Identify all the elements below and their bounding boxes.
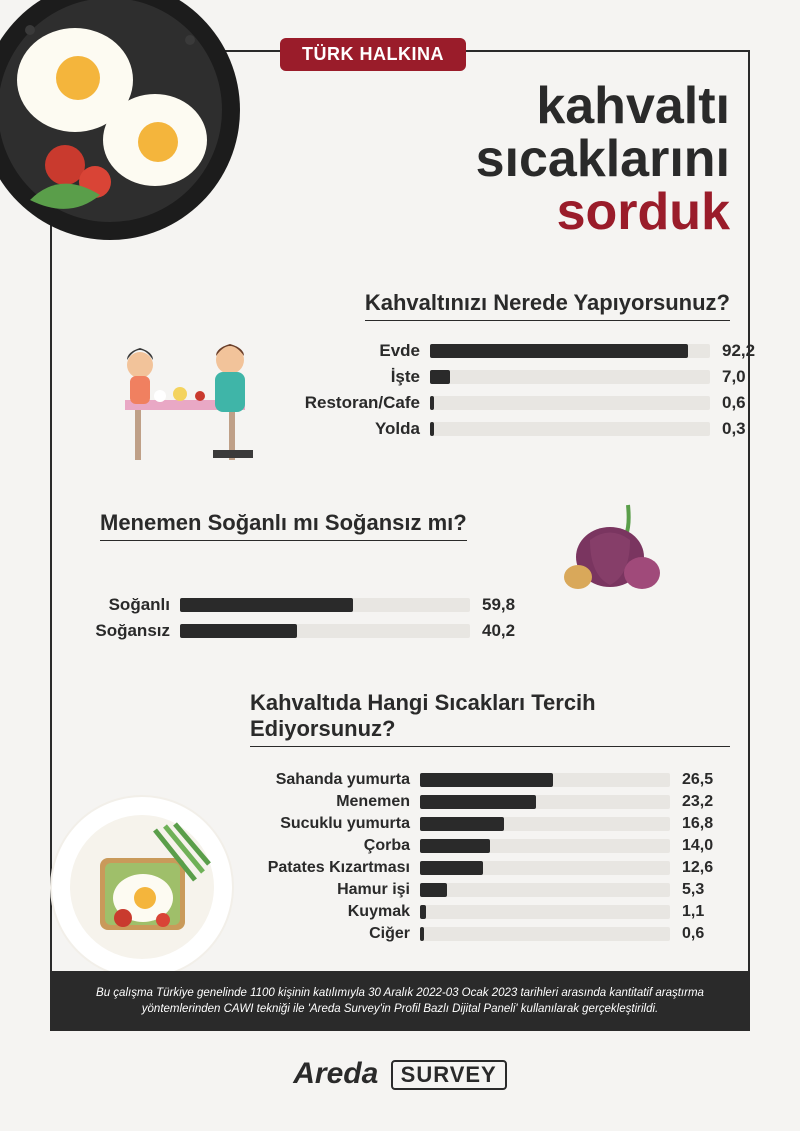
bar-fill [430,344,688,358]
bar-value: 1,1 [670,903,704,921]
bar-label: Evde [300,341,430,361]
bar-fill [430,370,450,384]
section-where: Kahvaltınızı Nerede Yapıyorsunuz? Evde92… [300,290,730,445]
bar-fill [420,905,426,919]
section-where-bars: Evde92,2 İşte7,0 Restoran/Cafe0,6 Yolda0,3 [300,321,730,439]
bar-track [430,370,710,384]
bar-label: İşte [300,367,430,387]
methodology-footer: Bu çalışma Türkiye genelinde 1100 kişini… [50,971,750,1031]
bar-track [180,598,470,612]
bar-label: Çorba [250,837,420,855]
bar-row: Sucuklu yumurta 16,8 [250,815,730,833]
bar-track [420,883,670,897]
bar-value: 14,0 [670,837,713,855]
bar-fill [430,396,434,410]
section-menemen-bars: Soğanlı 59,8 Soğansız 40,2 [80,541,730,641]
section-hot-dishes-title: Kahvaltıda Hangi Sıcakları Tercih Ediyor… [250,690,730,747]
bar-row: Hamur işi 5,3 [250,881,730,899]
bar-value: 16,8 [670,815,713,833]
bar-value: 26,5 [670,771,713,789]
bar-label: Menemen [250,793,420,811]
bar-row: Soğansız 40,2 [80,621,730,641]
bar-fill [180,598,353,612]
plate-illustration [45,790,240,985]
bar-track [420,927,670,941]
bar-label: Soğanlı [80,595,180,615]
bar-value: 0,6 [670,925,704,943]
bar-value: 7,0 [710,367,746,387]
header-badge: TÜRK HALKINA [280,38,466,71]
bar-row: Restoran/Cafe0,6 [300,393,730,413]
bar-track [420,795,670,809]
bar-row: Ciğer 0,6 [250,925,730,943]
bar-fill [420,883,447,897]
bar-row: Kuymak 1,1 [250,903,730,921]
bar-value: 0,3 [710,419,746,439]
bar-row: Menemen 23,2 [250,793,730,811]
logo-survey-text: SURVEY [391,1060,507,1090]
section-hot-dishes-bars: Sahanda yumurta 26,5 Menemen 23,2 Sucuklu yu… [250,747,730,943]
bar-fill [420,795,536,809]
title-line-3: sorduk [476,186,730,239]
section-hot-dishes: Kahvaltıda Hangi Sıcakları Tercih Ediyor… [250,690,730,947]
logo-brand-text: Areda [293,1057,378,1090]
bar-row: İşte7,0 [300,367,730,387]
section-menemen-title: Menemen Soğanlı mı Soğansız mı? [100,510,467,541]
bar-track [420,839,670,853]
bar-fill [180,624,297,638]
bar-track [180,624,470,638]
bar-track [420,817,670,831]
bar-label: Yolda [300,419,430,439]
bar-row: Çorba 14,0 [250,837,730,855]
bar-label: Kuymak [250,903,420,921]
bar-track [430,344,710,358]
people-table-illustration [85,320,285,480]
title-line-2: sıcaklarını [476,133,730,186]
bar-row: Soğanlı 59,8 [80,595,730,615]
bar-value: 12,6 [670,859,713,877]
bar-track [420,905,670,919]
bar-value: 0,6 [710,393,746,413]
bar-value: 5,3 [670,881,704,899]
bar-label: Restoran/Cafe [300,393,430,413]
bar-value: 40,2 [470,621,515,641]
bar-track [430,422,710,436]
bar-fill [420,839,490,853]
bar-label: Ciğer [250,925,420,943]
bar-label: Patates Kızartması [250,859,420,877]
bar-fill [420,773,553,787]
bar-label: Soğansız [80,621,180,641]
bar-value: 59,8 [470,595,515,615]
bar-value: 23,2 [670,793,713,811]
bar-row: Patates Kızartması 12,6 [250,859,730,877]
bar-row: Evde92,2 [300,341,730,361]
title-line-1: kahvaltı [476,80,730,133]
main-title: kahvaltı sıcaklarını sorduk [476,80,730,239]
bar-fill [430,422,434,436]
bar-label: Sahanda yumurta [250,771,420,789]
section-where-title: Kahvaltınızı Nerede Yapıyorsunuz? [365,290,730,321]
bar-row: Sahanda yumurta 26,5 [250,771,730,789]
bar-fill [420,927,424,941]
bar-fill [420,861,483,875]
bar-track [430,396,710,410]
section-menemen: Menemen Soğanlı mı Soğansız mı? Soğanlı 5… [80,510,730,647]
bar-fill [420,817,504,831]
bar-label: Hamur işi [250,881,420,899]
bar-label: Sucuklu yumurta [250,815,420,833]
bar-row: Yolda0,3 [300,419,730,439]
bar-value: 92,2 [710,341,755,361]
bar-track [420,861,670,875]
brand-logo: Areda SURVEY [0,1057,800,1091]
frying-pan-illustration [0,0,280,280]
bar-track [420,773,670,787]
